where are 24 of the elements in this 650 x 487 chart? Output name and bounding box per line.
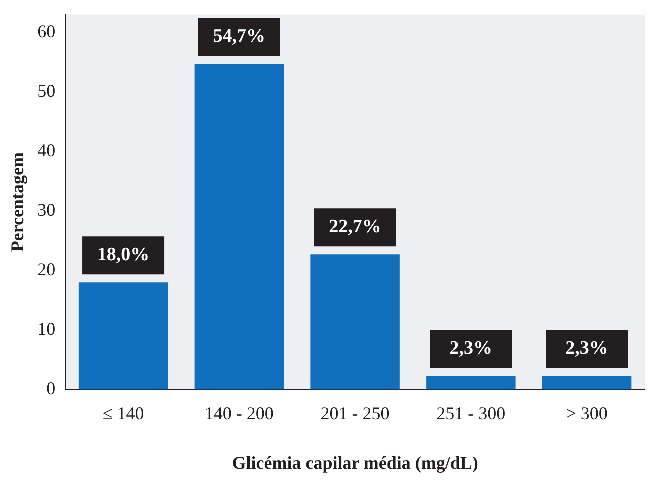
bar xyxy=(310,254,400,390)
y-tick-label: 10 xyxy=(38,319,56,340)
x-tick-label: 140 - 200 xyxy=(204,403,274,424)
bar xyxy=(542,376,632,390)
bar xyxy=(426,376,516,390)
y-tick-label: 0 xyxy=(46,378,56,399)
x-tick-label: 251 - 300 xyxy=(436,403,506,424)
x-tick-label: > 300 xyxy=(566,403,608,424)
y-axis-title: Percentagem xyxy=(7,152,28,252)
data-label: 54,7% xyxy=(213,26,266,48)
data-label: 22,7% xyxy=(329,216,382,238)
y-tick-label: 20 xyxy=(38,259,56,280)
bar xyxy=(78,282,168,390)
data-label: 18,0% xyxy=(97,244,150,266)
x-tick-label: ≤ 140 xyxy=(102,403,144,424)
bar xyxy=(194,64,284,390)
x-axis-title: Glicémia capilar média (mg/dL) xyxy=(232,452,478,473)
y-tick-label: 60 xyxy=(38,21,56,42)
data-label: 2,3% xyxy=(450,338,493,360)
x-tick-label: 201 - 250 xyxy=(320,403,390,424)
y-tick-label: 50 xyxy=(38,80,56,101)
y-tick-label: 30 xyxy=(38,200,56,220)
y-tick-label: 40 xyxy=(38,140,56,160)
data-label: 2,3% xyxy=(566,338,608,360)
